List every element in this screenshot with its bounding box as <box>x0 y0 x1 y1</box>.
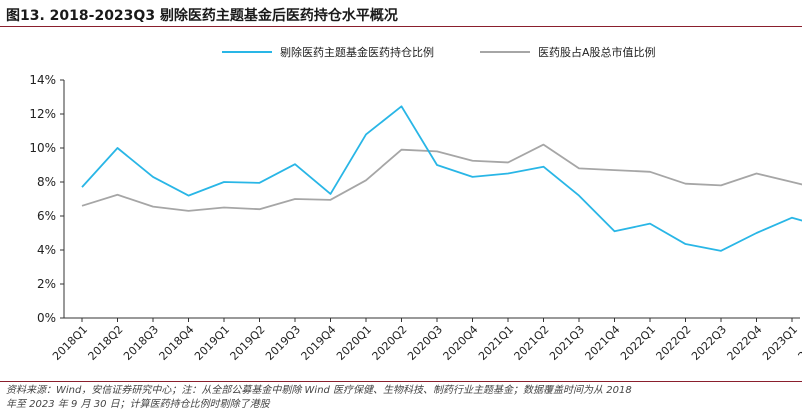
x-tick-label: 2019Q1 <box>192 323 232 363</box>
x-tick-label: 2021Q3 <box>547 323 587 363</box>
x-tick-label: 2018Q3 <box>121 323 161 363</box>
y-tick-label: 4% <box>37 243 56 257</box>
source-note-line-1: 资料来源：Wind，安信证券研究中心；注：从全部公募基金中剔除 Wind 医疗保… <box>6 385 632 396</box>
y-tick-label: 10% <box>29 141 56 155</box>
x-tick-label: 2019Q2 <box>228 323 268 363</box>
x-tick-label: 2020Q4 <box>441 323 481 363</box>
title-divider <box>0 26 802 27</box>
y-tick-label: 8% <box>37 175 56 189</box>
x-tick-label: 2018Q2 <box>86 323 126 363</box>
line-chart: 剔除医药主题基金医药持仓比例 医药股占A股总市值比例 0% 2% 4% 6% 8% 10% 1… <box>29 45 802 363</box>
y-tick-label: 12% <box>29 107 56 121</box>
x-tick-label: 2020Q3 <box>405 323 445 363</box>
legend-label-2: 医药股占A股总市值比例 <box>538 45 656 59</box>
y-tick-label: 2% <box>37 277 56 291</box>
x-tick-label: 2018Q1 <box>50 323 90 363</box>
x-tick-label: 2019Q3 <box>263 323 303 363</box>
source-note: 资料来源：Wind，安信证券研究中心；注：从全部公募基金中剔除 Wind 医疗保… <box>6 384 802 412</box>
legend-label-1: 剔除医药主题基金医药持仓比例 <box>280 45 434 59</box>
x-tick-label: 2021Q4 <box>583 323 623 363</box>
y-tick-label: 6% <box>37 209 56 223</box>
series-line-2 <box>81 143 802 212</box>
source-note-line-2: 年至 2023 年 9 月 30 日；计算医药持仓比例时剔除了港股 <box>6 399 270 410</box>
x-tick-label: 2022Q1 <box>618 323 658 363</box>
x-tick-label: 2020Q1 <box>334 323 374 363</box>
x-tick-label: 2020Q2 <box>370 323 410 363</box>
chart-legend: 剔除医药主题基金医药持仓比例 医药股占A股总市值比例 <box>222 45 656 59</box>
source-divider <box>0 381 802 382</box>
y-axis: 0% 2% 4% 6% 8% 10% 12% 14% <box>29 73 65 325</box>
x-tick-label: 2022Q3 <box>689 323 729 363</box>
y-tick-label: 14% <box>29 73 56 87</box>
x-tick-label: 2022Q2 <box>654 323 694 363</box>
series-line-1 <box>81 105 802 252</box>
x-tick-label: 2021Q1 <box>476 323 516 363</box>
x-axis: 2018Q12018Q22018Q32018Q42019Q12019Q22019… <box>50 317 802 363</box>
y-tick-label: 0% <box>37 311 56 325</box>
figure-title: 图13. 2018-2023Q3 剔除医药主题基金后医药持仓水平概况 <box>6 8 398 24</box>
x-tick-label: 2023Q1 <box>760 323 800 363</box>
x-tick-label: 2018Q4 <box>157 323 197 363</box>
plot-area <box>81 105 802 252</box>
x-tick-label: 2021Q2 <box>512 323 552 363</box>
x-tick-label: 2019Q4 <box>299 323 339 363</box>
x-tick-label: 2022Q4 <box>725 323 765 363</box>
